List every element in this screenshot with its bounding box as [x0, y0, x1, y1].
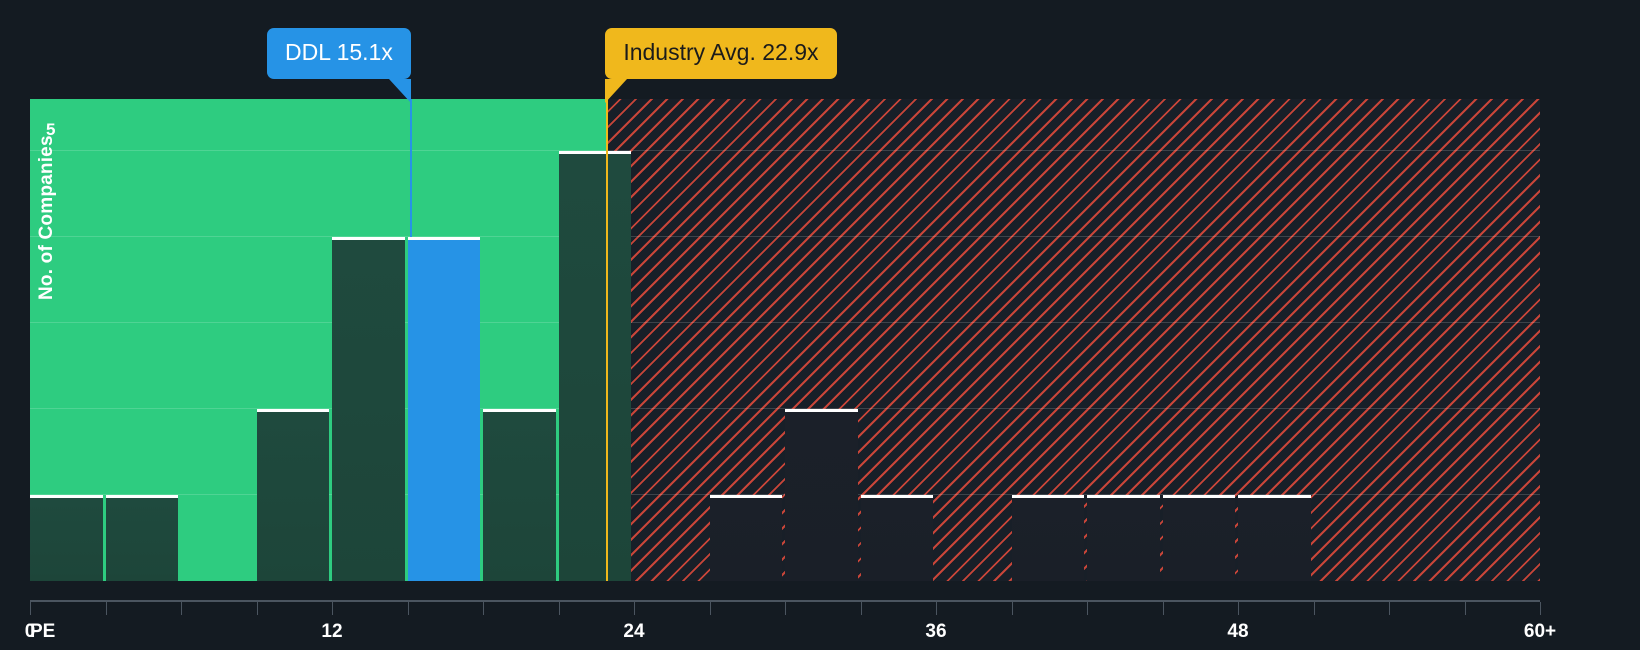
- industry-avg-marker-line: [606, 99, 609, 581]
- bar-33-36[interactable]: [860, 494, 933, 581]
- x-tick: [30, 602, 31, 615]
- bar-39-42[interactable]: [1011, 494, 1084, 581]
- bar-cap: [1238, 494, 1311, 498]
- bar-12-15[interactable]: [332, 236, 405, 581]
- bar-fill: [1087, 497, 1160, 581]
- x-tick: [634, 602, 635, 615]
- bar-0-3[interactable]: [30, 494, 103, 581]
- bar-fill: [407, 239, 480, 581]
- bar-cap: [1011, 494, 1084, 498]
- x-tick: [1313, 602, 1315, 615]
- x-tick: [558, 602, 560, 615]
- bar-cap: [1162, 494, 1235, 498]
- x-tick: [1389, 602, 1390, 615]
- y-axis-tick-5: 5: [46, 120, 56, 139]
- expensive-zone: [606, 99, 1540, 581]
- bar-45-48[interactable]: [1162, 494, 1235, 581]
- bar-fill: [709, 497, 782, 581]
- ddl-marker-line: [410, 99, 413, 237]
- x-tick: [860, 602, 862, 615]
- bar-fill: [1162, 497, 1235, 581]
- bar-cap: [105, 494, 178, 498]
- bar-cap: [709, 494, 782, 498]
- bar-cap: [332, 236, 405, 240]
- ddl-callout[interactable]: DDL 15.1x: [267, 28, 411, 103]
- x-tick-label-12: 12: [321, 621, 343, 642]
- bar-cap: [558, 150, 631, 154]
- industry-avg-callout[interactable]: Industry Avg. 22.9x: [605, 28, 837, 103]
- bar-cap: [407, 236, 480, 240]
- x-tick: [936, 602, 937, 615]
- bar-cap: [483, 408, 556, 412]
- x-tick: [181, 602, 182, 615]
- bar-cap: [256, 408, 329, 412]
- x-tick: [105, 602, 107, 615]
- bar-42-45[interactable]: [1087, 494, 1160, 581]
- x-tick: [1238, 602, 1239, 615]
- bar-fill: [332, 239, 405, 581]
- bar-fill: [785, 411, 858, 581]
- bar-fill: [1011, 497, 1084, 581]
- industry-avg-callout-label: Industry Avg. 22.9x: [623, 39, 819, 65]
- chart-plot-area: [30, 99, 1540, 581]
- bar-fill: [30, 497, 103, 581]
- bar-fill: [1238, 497, 1311, 581]
- bar-fill: [860, 497, 933, 581]
- x-tick: [332, 602, 333, 615]
- bar-fill: [483, 411, 556, 581]
- bar-21-24[interactable]: [558, 150, 631, 581]
- bar-18-21[interactable]: [483, 408, 556, 581]
- x-tick: [1162, 602, 1164, 615]
- x-tick-label-0: 0: [24, 621, 36, 642]
- y-axis-label: No. of Companies: [36, 135, 57, 300]
- bar-cap: [785, 408, 858, 412]
- bar-9-12[interactable]: [256, 408, 329, 581]
- x-tick: [785, 602, 786, 615]
- x-tick: [256, 602, 258, 615]
- x-tick: [1464, 602, 1466, 615]
- x-tick-label-60plus: 60+: [1523, 621, 1557, 642]
- bar-cap: [30, 494, 103, 498]
- bar-cap: [1087, 494, 1160, 498]
- x-tick: [483, 602, 484, 615]
- bar-27-30[interactable]: [709, 494, 782, 581]
- x-tick-label-24: 24: [623, 621, 645, 642]
- x-tick: [1540, 602, 1541, 615]
- bar-fill: [256, 411, 329, 581]
- x-tick-label-36: 36: [925, 621, 947, 642]
- x-tick: [1011, 602, 1013, 615]
- x-axis-prefix-label: PE: [30, 621, 56, 642]
- x-tick: [407, 602, 409, 615]
- bar-15-18[interactable]: [407, 236, 480, 581]
- x-tick: [1087, 602, 1088, 615]
- bar-3-6[interactable]: [105, 494, 178, 581]
- ddl-callout-label: DDL 15.1x: [285, 39, 393, 65]
- bar-48-51[interactable]: [1238, 494, 1311, 581]
- ddl-callout-tail: [388, 79, 411, 103]
- bar-fill: [558, 153, 631, 581]
- x-tick: [709, 602, 711, 615]
- bar-30-33[interactable]: [785, 408, 858, 581]
- x-axis-line: [30, 600, 1540, 602]
- x-tick-label-48: 48: [1227, 621, 1249, 642]
- bar-cap: [860, 494, 933, 498]
- bar-fill: [105, 497, 178, 581]
- industry-avg-callout-tail: [605, 79, 628, 103]
